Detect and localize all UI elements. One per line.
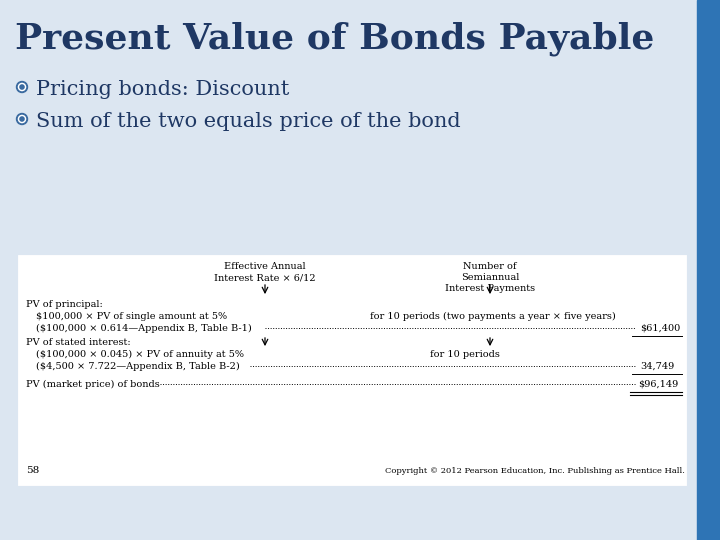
Text: for 10 periods (two payments a year × five years): for 10 periods (two payments a year × fi… <box>370 312 616 321</box>
Circle shape <box>20 117 24 121</box>
Text: Effective Annual
Interest Rate × 6/12: Effective Annual Interest Rate × 6/12 <box>214 262 316 282</box>
Text: 58: 58 <box>26 466 40 475</box>
Text: PV (market price) of bonds: PV (market price) of bonds <box>26 380 160 389</box>
Circle shape <box>17 113 27 125</box>
Text: ($100,000 × 0.045) × PV of annuity at 5%: ($100,000 × 0.045) × PV of annuity at 5% <box>36 350 244 359</box>
Text: $61,400: $61,400 <box>640 324 680 333</box>
Text: ($100,000 × 0.614—Appendix B, Table B-1): ($100,000 × 0.614—Appendix B, Table B-1) <box>36 324 252 333</box>
Text: $100,000 × PV of single amount at 5%: $100,000 × PV of single amount at 5% <box>36 312 227 321</box>
Text: Pricing bonds: Discount: Pricing bonds: Discount <box>36 80 289 99</box>
Bar <box>697 0 720 540</box>
Circle shape <box>19 116 26 123</box>
Text: Copyright © 2012 Pearson Education, Inc. Publishing as Prentice Hall.: Copyright © 2012 Pearson Education, Inc.… <box>385 467 685 475</box>
Text: for 10 periods: for 10 periods <box>430 350 500 359</box>
Bar <box>18 255 686 485</box>
Text: Sum of the two equals price of the bond: Sum of the two equals price of the bond <box>36 112 461 131</box>
Circle shape <box>19 83 26 91</box>
Text: PV of principal:: PV of principal: <box>26 300 103 309</box>
Text: ($4,500 × 7.722—Appendix B, Table B-2): ($4,500 × 7.722—Appendix B, Table B-2) <box>36 362 240 371</box>
Text: 34,749: 34,749 <box>640 362 674 371</box>
Text: Number of
Semiannual
Interest Payments: Number of Semiannual Interest Payments <box>445 262 535 293</box>
Text: PV of stated interest:: PV of stated interest: <box>26 338 130 347</box>
Circle shape <box>20 85 24 89</box>
Circle shape <box>17 82 27 92</box>
Text: $96,149: $96,149 <box>638 380 678 389</box>
Text: Present Value of Bonds Payable: Present Value of Bonds Payable <box>15 22 654 57</box>
